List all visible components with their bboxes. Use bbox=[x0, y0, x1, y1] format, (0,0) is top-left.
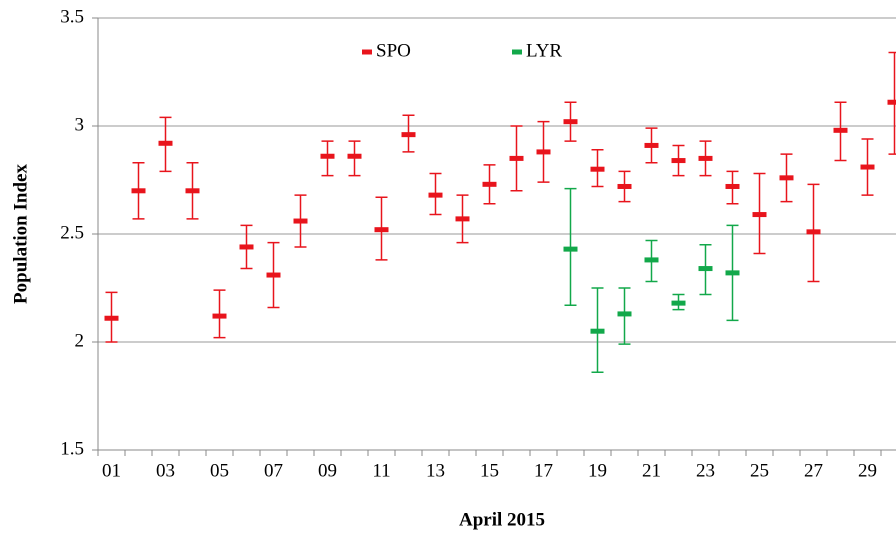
y-tick-label: 2.5 bbox=[60, 222, 84, 243]
x-tick-label: 15 bbox=[480, 460, 499, 481]
y-tick-label: 2 bbox=[75, 330, 85, 351]
marker bbox=[293, 218, 308, 224]
x-tick-label: 27 bbox=[804, 460, 823, 481]
marker bbox=[590, 166, 605, 172]
marker bbox=[725, 270, 740, 276]
marker bbox=[644, 257, 659, 263]
x-tick-label: 13 bbox=[426, 460, 445, 481]
marker bbox=[104, 315, 119, 321]
marker bbox=[158, 140, 173, 146]
x-tick-label: 11 bbox=[372, 460, 390, 481]
marker bbox=[509, 155, 524, 161]
marker bbox=[725, 183, 740, 189]
x-tick-label: 25 bbox=[750, 460, 769, 481]
marker bbox=[563, 119, 578, 125]
marker bbox=[887, 99, 896, 105]
x-tick-label: 23 bbox=[696, 460, 715, 481]
x-tick-label: 09 bbox=[318, 460, 337, 481]
legend-label: SPO bbox=[376, 40, 411, 61]
legend-marker bbox=[362, 49, 372, 55]
marker bbox=[212, 313, 227, 319]
marker bbox=[617, 183, 632, 189]
x-tick-label: 03 bbox=[156, 460, 175, 481]
marker bbox=[671, 300, 686, 306]
marker bbox=[536, 149, 551, 155]
marker bbox=[644, 142, 659, 148]
marker bbox=[428, 192, 443, 198]
y-tick-label: 1.5 bbox=[60, 438, 84, 459]
y-tick-label: 3 bbox=[75, 114, 85, 135]
marker bbox=[752, 212, 767, 218]
marker bbox=[482, 181, 497, 187]
marker bbox=[698, 155, 713, 161]
legend-label: LYR bbox=[526, 40, 562, 61]
x-tick-label: 29 bbox=[858, 460, 877, 481]
marker bbox=[185, 188, 200, 194]
legend-marker bbox=[512, 49, 522, 55]
marker bbox=[779, 175, 794, 181]
marker bbox=[860, 164, 875, 170]
marker bbox=[806, 229, 821, 235]
x-axis-title: April 2015 bbox=[459, 509, 545, 530]
marker bbox=[239, 244, 254, 250]
marker bbox=[455, 216, 470, 222]
marker bbox=[374, 227, 389, 233]
marker bbox=[833, 127, 848, 133]
marker bbox=[698, 266, 713, 272]
marker bbox=[617, 311, 632, 317]
marker bbox=[347, 153, 362, 159]
x-tick-label: 05 bbox=[210, 460, 229, 481]
x-tick-label: 19 bbox=[588, 460, 607, 481]
x-tick-label: 17 bbox=[534, 460, 553, 481]
x-tick-label: 21 bbox=[642, 460, 661, 481]
marker bbox=[320, 153, 335, 159]
y-tick-label: 3.5 bbox=[60, 6, 84, 27]
x-tick-label: 07 bbox=[264, 460, 283, 481]
x-tick-label: 01 bbox=[102, 460, 121, 481]
marker bbox=[671, 158, 686, 164]
marker bbox=[590, 328, 605, 334]
marker bbox=[266, 272, 281, 278]
marker bbox=[131, 188, 146, 194]
marker bbox=[401, 132, 416, 138]
y-axis-title: Population Index bbox=[10, 164, 31, 304]
marker bbox=[563, 246, 578, 252]
